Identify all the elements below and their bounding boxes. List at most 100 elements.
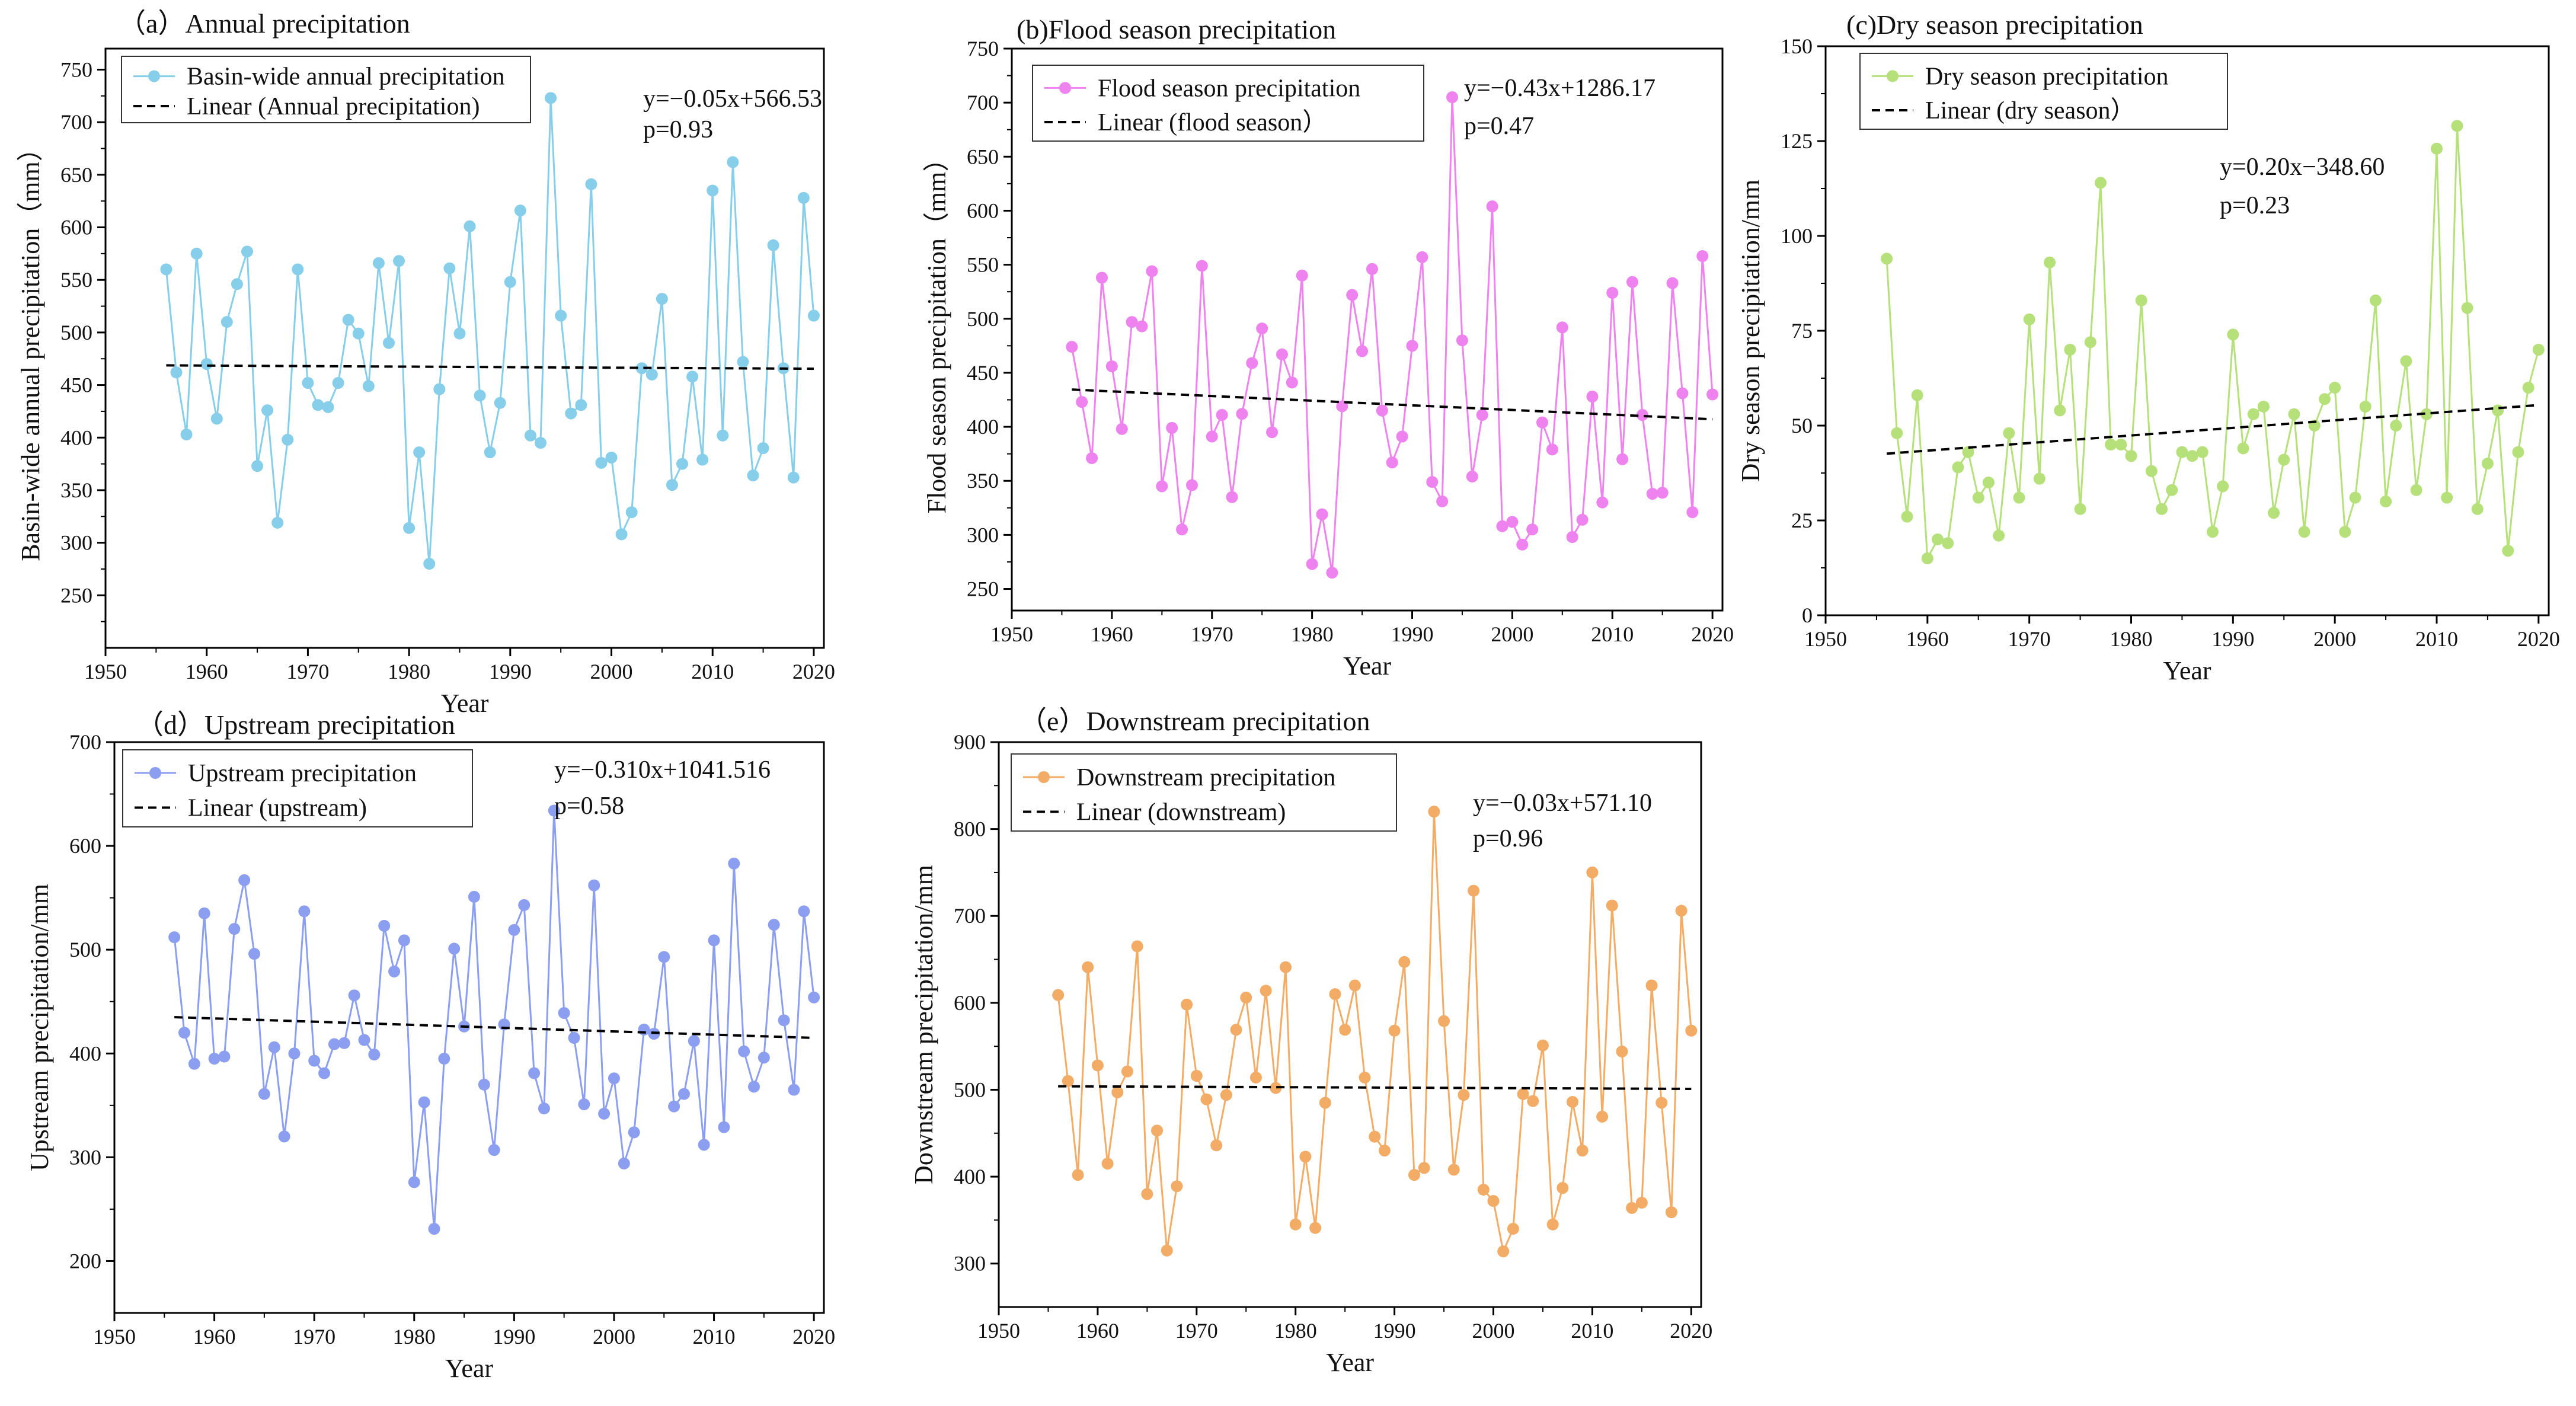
x-tick-label: 1980 bbox=[388, 660, 430, 683]
y-axis-title: Upstream precipitation/mm bbox=[25, 884, 54, 1171]
panel-title: (b)Flood season precipitation bbox=[1017, 14, 1336, 44]
data-point bbox=[2298, 526, 2310, 538]
data-point bbox=[1527, 1095, 1539, 1107]
data-point bbox=[598, 1107, 611, 1120]
legend-box bbox=[1011, 753, 1397, 832]
data-point bbox=[1161, 1244, 1173, 1257]
data-point bbox=[1339, 1024, 1351, 1036]
x-tick-label: 2020 bbox=[1670, 1319, 1712, 1343]
data-point bbox=[696, 453, 709, 466]
trend-line bbox=[1072, 388, 1713, 421]
data-point bbox=[2410, 484, 2422, 496]
data-point bbox=[1280, 961, 1292, 973]
y-tick-label: 350 bbox=[967, 469, 999, 493]
data-point bbox=[2481, 458, 2494, 469]
data-point bbox=[2288, 408, 2300, 420]
y-tick-label: 450 bbox=[967, 361, 999, 385]
data-point bbox=[318, 1067, 331, 1079]
x-tick-label: 1980 bbox=[2110, 627, 2152, 651]
data-point bbox=[1356, 345, 1369, 357]
data-point bbox=[504, 276, 516, 288]
x-tick-label: 2000 bbox=[593, 1325, 635, 1349]
y-tick-label: 700 bbox=[69, 730, 101, 754]
data-point bbox=[1616, 453, 1629, 465]
data-point bbox=[388, 965, 401, 977]
y-tick-label: 600 bbox=[69, 834, 101, 858]
data-point bbox=[1586, 391, 1599, 403]
data-point bbox=[1486, 200, 1498, 213]
x-tick-label: 2010 bbox=[1571, 1319, 1613, 1343]
trend-line bbox=[1058, 1085, 1692, 1090]
data-point bbox=[1446, 91, 1459, 104]
x-tick-label: 1950 bbox=[1804, 627, 1847, 651]
data-point bbox=[1052, 989, 1065, 1001]
y-axis-title: Flood season precipitation（mm） bbox=[922, 146, 951, 514]
data-point bbox=[508, 924, 520, 936]
data-point bbox=[1276, 348, 1288, 360]
data-point bbox=[738, 1045, 750, 1057]
data-point bbox=[328, 1038, 340, 1050]
y-tick-label: 900 bbox=[954, 730, 986, 754]
x-axis-title: Year bbox=[2163, 656, 2211, 685]
series-line bbox=[165, 98, 815, 564]
data-point bbox=[372, 257, 385, 269]
chart-panel-a: （a）Annual precipitation 1950 1960 1970 1980 1… bbox=[16, 8, 835, 718]
chart-panel-b: (b)Flood season precipitation 1950 1960 197… bbox=[922, 14, 1734, 680]
x-tick-label: 1970 bbox=[1191, 622, 1233, 646]
data-point bbox=[686, 370, 699, 383]
y-tick-label: 550 bbox=[967, 253, 999, 277]
x-tick-label: 1990 bbox=[1391, 622, 1433, 646]
data-point bbox=[418, 1096, 430, 1108]
data-point bbox=[1942, 537, 1954, 549]
x-tick-label: 1960 bbox=[1906, 627, 1949, 651]
data-point bbox=[747, 469, 759, 482]
data-point bbox=[423, 558, 436, 570]
x-tick-label: 2000 bbox=[1472, 1319, 1515, 1343]
data-point bbox=[433, 383, 446, 395]
data-point bbox=[1576, 513, 1589, 526]
data-point bbox=[2420, 408, 2433, 420]
data-point bbox=[767, 239, 779, 251]
data-point bbox=[558, 1006, 570, 1019]
data-point bbox=[2227, 328, 2239, 341]
data-point bbox=[1506, 516, 1519, 528]
y-axis-title: Dry season precipitation/mm bbox=[1736, 180, 1765, 482]
data-point bbox=[2390, 420, 2402, 432]
data-point bbox=[1586, 866, 1599, 878]
data-point bbox=[1136, 320, 1148, 333]
data-point bbox=[1326, 567, 1338, 579]
y-tick-label: 250 bbox=[60, 583, 92, 607]
data-point bbox=[1206, 430, 1218, 443]
data-point bbox=[1626, 276, 1639, 288]
chart-panel-d: （d）Upstream precipitation 1950 1960 1970 198… bbox=[25, 710, 835, 1383]
data-point bbox=[1418, 1162, 1430, 1174]
data-point bbox=[1190, 1070, 1203, 1082]
y-tick-label: 700 bbox=[60, 110, 92, 134]
plot-frame bbox=[1824, 45, 2550, 616]
x-tick-label: 1960 bbox=[186, 660, 228, 683]
y-tick-label: 600 bbox=[954, 991, 986, 1015]
data-point bbox=[2115, 439, 2127, 450]
data-point bbox=[1466, 470, 1478, 482]
data-point bbox=[595, 456, 608, 469]
data-point bbox=[1348, 979, 1361, 992]
data-point bbox=[737, 356, 749, 368]
data-point bbox=[453, 327, 466, 340]
data-point bbox=[288, 1047, 301, 1060]
x-axis-title: Year bbox=[445, 1354, 493, 1383]
x-tick-label: 1990 bbox=[2211, 627, 2254, 651]
data-point bbox=[1116, 423, 1128, 435]
plot-frame bbox=[1011, 47, 1724, 612]
p-value: p=0.47 bbox=[1464, 113, 1534, 140]
data-point bbox=[1246, 357, 1258, 369]
x-axis-title: Year bbox=[440, 689, 488, 718]
data-point bbox=[555, 309, 567, 322]
x-tick-label: 2010 bbox=[693, 1325, 736, 1349]
data-point bbox=[618, 1157, 630, 1169]
x-tick-label: 1970 bbox=[293, 1325, 335, 1349]
data-point bbox=[2522, 382, 2535, 394]
data-point bbox=[1696, 250, 1709, 263]
data-point bbox=[188, 1057, 200, 1070]
data-point bbox=[1299, 1151, 1312, 1163]
data-point bbox=[666, 479, 678, 491]
